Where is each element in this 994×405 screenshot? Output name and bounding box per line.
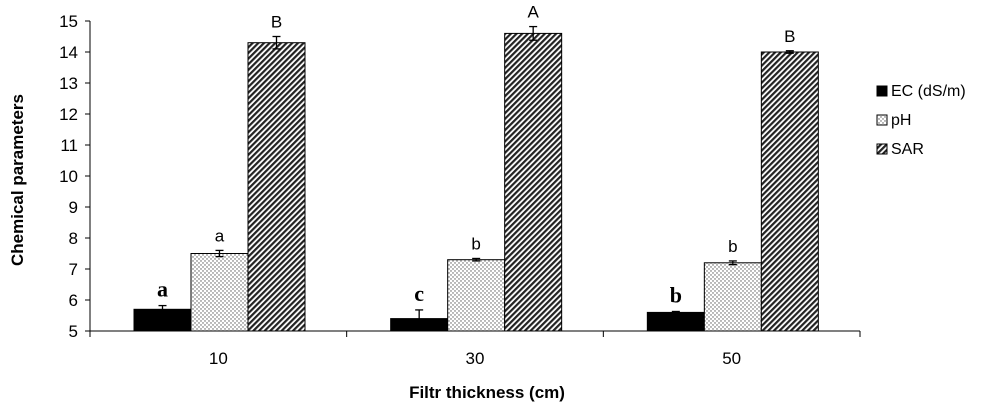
y-tick-label: 9 — [69, 198, 78, 217]
x-tick-label: 10 — [209, 349, 228, 368]
x-axis-title: Filtr thickness (cm) — [409, 383, 565, 402]
y-tick-label: 15 — [59, 12, 78, 31]
significance-label: A — [527, 3, 539, 22]
y-tick-label: 10 — [59, 167, 78, 186]
bar — [760, 51, 819, 332]
significance-label: c — [414, 281, 424, 306]
y-tick-label: 14 — [59, 43, 78, 62]
bar — [703, 262, 762, 332]
bar — [504, 32, 563, 332]
y-tick-label: 12 — [59, 105, 78, 124]
y-tick-label: 11 — [60, 136, 78, 155]
significance-label: a — [215, 226, 225, 245]
bar — [190, 253, 249, 332]
y-tick-label: 13 — [59, 74, 78, 93]
significance-label: b — [728, 237, 737, 256]
bar — [646, 311, 705, 332]
y-axis-title: Chemical parameters — [8, 94, 27, 266]
legend-label: pH — [891, 112, 911, 129]
legend-swatch — [876, 85, 888, 97]
x-tick-label: 50 — [722, 349, 741, 368]
plot-area: 5 6 7 8 9 10 11 12 13 14 15 10 30 50 a c b a b b B A B — [59, 3, 861, 368]
legend-label: SAR — [891, 141, 924, 158]
legend-label: EC (dS/m) — [891, 83, 966, 100]
significance-label: b — [471, 234, 480, 253]
legend-swatch — [876, 143, 888, 155]
x-tick-label: 30 — [466, 349, 485, 368]
significance-label: b — [670, 282, 682, 307]
y-tick-label: 7 — [69, 260, 78, 279]
y-tick-label: 8 — [69, 229, 78, 248]
bar — [247, 42, 306, 332]
legend-swatch — [876, 114, 888, 126]
bar — [447, 259, 506, 332]
legend: EC (dS/m) pH SAR — [876, 83, 966, 158]
significance-label: a — [157, 277, 168, 302]
y-tick-label: 6 — [69, 291, 78, 310]
y-tick-label: 5 — [69, 322, 78, 341]
significance-label: B — [271, 13, 282, 32]
significance-label: B — [784, 27, 795, 46]
